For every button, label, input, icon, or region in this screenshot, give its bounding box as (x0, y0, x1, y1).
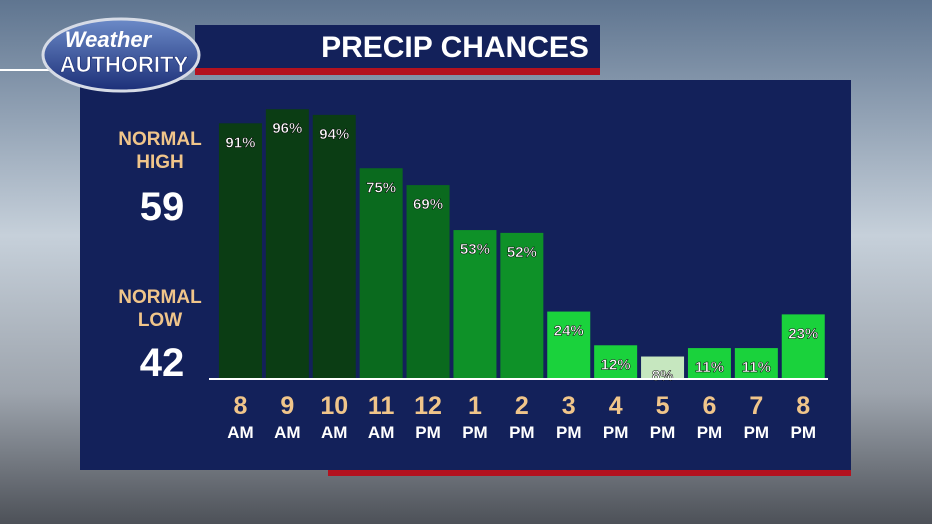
x-tick-label: PM (697, 423, 723, 442)
normal-high-label: NORMAL HIGH (118, 129, 202, 173)
x-tick-label: 9 (280, 392, 294, 420)
x-tick-label: AM (368, 423, 394, 442)
bar (265, 109, 309, 380)
x-tick-label: 8 (233, 392, 247, 420)
value-label: 69% (413, 196, 443, 213)
x-tick-label: AM (227, 423, 253, 442)
x-tick-label: PM (415, 423, 441, 442)
bar (453, 230, 497, 379)
normal-low-label: NORMAL LOW (118, 287, 202, 331)
value-label: 11% (742, 359, 771, 376)
bar (734, 348, 778, 379)
logo-text: Weather (65, 27, 153, 52)
normal-low: 42 (140, 341, 185, 385)
x-tick-label: 3 (562, 392, 576, 420)
x-tick-label: PM (650, 423, 676, 442)
chart-title: PRECIP CHANCES (321, 31, 589, 64)
x-tick-label: PM (462, 423, 488, 442)
x-tick-label: 7 (749, 392, 763, 420)
bar (594, 345, 638, 379)
x-tick-label: 8 (796, 392, 810, 420)
x-tick-label: PM (509, 423, 535, 442)
logo-text: AUTHORITY (60, 52, 189, 77)
bar (500, 232, 544, 379)
value-label: 94% (319, 126, 349, 143)
value-label: 11% (695, 359, 724, 376)
value-label: 23% (788, 325, 818, 342)
bar (781, 314, 825, 379)
bar (641, 356, 685, 379)
x-tick-label: 5 (656, 392, 670, 420)
stripe (195, 68, 600, 75)
value-label: 24% (554, 323, 584, 340)
x-tick-label: PM (791, 423, 817, 442)
title-bar (195, 25, 600, 70)
bar (547, 311, 591, 379)
x-tick-label: PM (603, 423, 629, 442)
normal-high: 59 (140, 185, 185, 229)
bar (218, 123, 262, 379)
bar (312, 114, 356, 380)
x-tick-label: 6 (702, 392, 716, 420)
value-label: 96% (272, 120, 302, 137)
value-label: 52% (507, 244, 537, 261)
x-tick-label: PM (556, 423, 582, 442)
value-label: 53% (460, 241, 490, 258)
normal-high-label-box: NORMAL HIGH (118, 129, 202, 173)
value-label: 12% (601, 356, 631, 373)
x-tick-label: 11 (368, 392, 395, 420)
x-tick-label: 10 (320, 392, 348, 420)
x-tick-label: 1 (468, 392, 482, 420)
bar (359, 168, 403, 379)
value-label: 8% (652, 368, 674, 385)
x-tick-label: 12 (414, 392, 442, 420)
bar (687, 348, 731, 379)
bar (406, 185, 450, 379)
value-label: 91% (225, 134, 255, 151)
value-label: 75% (366, 179, 396, 196)
normal-low-label-box: NORMAL LOW (118, 287, 202, 331)
x-tick-label: 2 (515, 392, 529, 420)
x-tick-label: 4 (609, 392, 623, 420)
x-tick-label: PM (744, 423, 770, 442)
x-tick-label: AM (274, 423, 300, 442)
stripe (328, 470, 851, 476)
logo (41, 17, 201, 93)
x-tick-label: AM (321, 423, 347, 442)
